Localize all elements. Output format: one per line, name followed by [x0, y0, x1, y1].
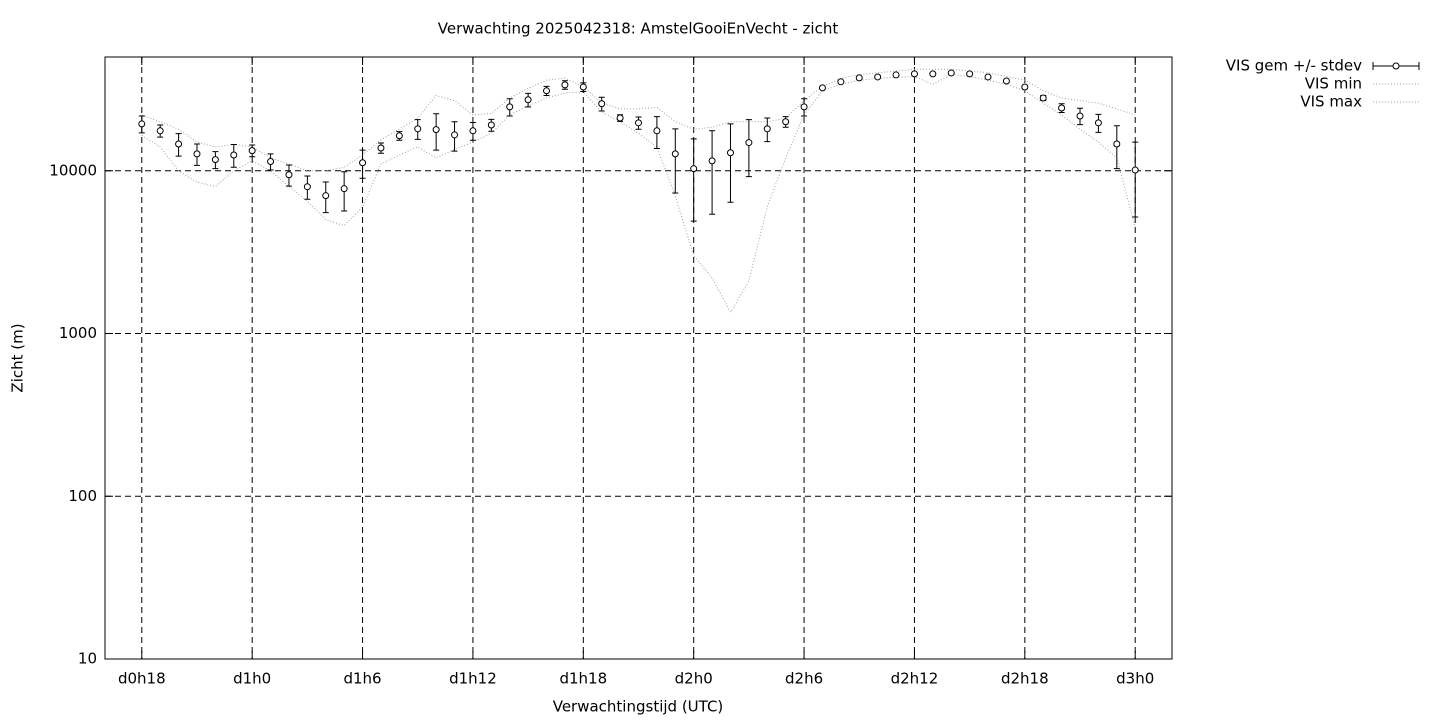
point	[395, 132, 403, 140]
chart-title: Verwachting 2025042318: AmstelGooiEnVech…	[438, 20, 839, 38]
point	[1113, 140, 1121, 148]
point	[156, 127, 164, 135]
x-axis-title: Verwachtingstijd (UTC)	[553, 698, 724, 716]
point	[1131, 166, 1139, 174]
legend-label: VIS min	[1305, 75, 1362, 93]
point	[469, 127, 477, 135]
error-bar	[709, 130, 716, 215]
plot-border	[104, 56, 1173, 660]
point	[211, 156, 219, 164]
point	[377, 144, 385, 152]
error-bar	[727, 123, 734, 203]
legend-label: VIS max	[1300, 93, 1362, 111]
point	[800, 103, 808, 111]
x-tick-label: d3h0	[1116, 670, 1154, 688]
point	[175, 140, 183, 148]
point	[543, 87, 551, 95]
point	[451, 131, 459, 139]
point	[616, 114, 624, 122]
error-bar	[690, 138, 697, 222]
y-tick-label: 10	[78, 650, 97, 668]
point	[782, 118, 790, 126]
x-tick-label: d2h0	[675, 670, 713, 688]
x-tick-label: d1h12	[449, 670, 497, 688]
point	[653, 127, 661, 135]
point	[414, 125, 422, 133]
point	[984, 73, 992, 81]
point	[855, 74, 863, 82]
error-bar	[745, 119, 752, 178]
point	[966, 70, 974, 78]
point	[837, 78, 845, 86]
point	[285, 171, 293, 179]
legend-swatch	[1392, 62, 1400, 70]
y-tick-label: 100	[68, 487, 97, 505]
point	[708, 157, 716, 165]
legend-label: VIS gem +/- stdev	[1226, 57, 1362, 75]
point	[690, 165, 698, 173]
point	[230, 151, 238, 159]
x-tick-label: d1h6	[343, 670, 381, 688]
point	[1021, 83, 1029, 91]
point	[763, 125, 771, 133]
point	[892, 71, 900, 79]
point	[248, 147, 256, 155]
x-tick-label: d2h18	[1001, 670, 1049, 688]
point	[340, 185, 348, 193]
point	[359, 159, 367, 167]
point	[745, 139, 753, 147]
x-tick-label: d1h0	[233, 670, 271, 688]
point	[726, 149, 734, 157]
error-bar	[672, 128, 679, 194]
x-tick-label: d1h18	[559, 670, 607, 688]
y-tick-label: 1000	[59, 324, 97, 342]
point	[910, 70, 918, 78]
point	[598, 100, 606, 108]
point	[874, 73, 882, 81]
error-bar	[1132, 141, 1139, 218]
x-tick-label: d2h6	[785, 670, 823, 688]
point	[561, 81, 569, 89]
point	[947, 69, 955, 77]
point	[1002, 77, 1010, 85]
point	[506, 103, 514, 111]
point	[1058, 104, 1066, 112]
y-tick-label: 10000	[49, 161, 97, 179]
point	[303, 183, 311, 191]
point	[487, 121, 495, 129]
point	[193, 150, 201, 158]
point	[671, 150, 679, 158]
point	[929, 70, 937, 78]
y-axis-title: Zicht (m)	[9, 323, 27, 392]
point	[1076, 112, 1084, 120]
x-tick-label: d0h18	[118, 670, 166, 688]
point	[579, 83, 587, 91]
point	[818, 84, 826, 92]
point	[524, 96, 532, 104]
point	[1094, 119, 1102, 127]
point	[1039, 94, 1047, 102]
point	[432, 126, 440, 134]
point	[267, 157, 275, 165]
point	[635, 119, 642, 127]
point	[138, 120, 146, 128]
x-tick-label: d2h12	[891, 670, 939, 688]
point	[322, 192, 330, 200]
